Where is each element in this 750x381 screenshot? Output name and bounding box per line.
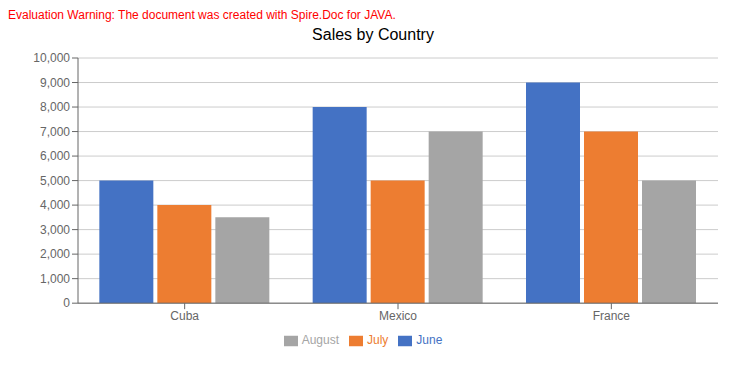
html-text:Evaluation Warning: The docume: Evaluation Warning: The document was cre… [8,8,396,22]
svg-text:6,000: 6,000 [40,149,70,163]
svg-text:Cuba: Cuba [170,309,199,323]
html-text:August: August [301,333,339,348]
html-text:June: June [416,333,443,348]
svg-text:8,000: 8,000 [40,100,70,114]
svg-text:Mexico: Mexico [379,309,417,323]
html-text:Sales by Country: Sales by Country [312,26,434,43]
svg-text:1,000: 1,000 [40,272,70,286]
svg-text:10,000: 10,000 [33,51,70,65]
html-text:July: July [367,333,389,348]
svg-text:9,000: 9,000 [40,76,70,90]
svg-text:4,000: 4,000 [40,198,70,212]
svg-text:0: 0 [63,296,70,310]
svg-text:2,000: 2,000 [40,247,70,261]
svg-text:3,000: 3,000 [40,223,70,237]
svg-text:France: France [593,309,631,323]
svg-text:7,000: 7,000 [40,125,70,139]
svg-text:5,000: 5,000 [40,174,70,188]
